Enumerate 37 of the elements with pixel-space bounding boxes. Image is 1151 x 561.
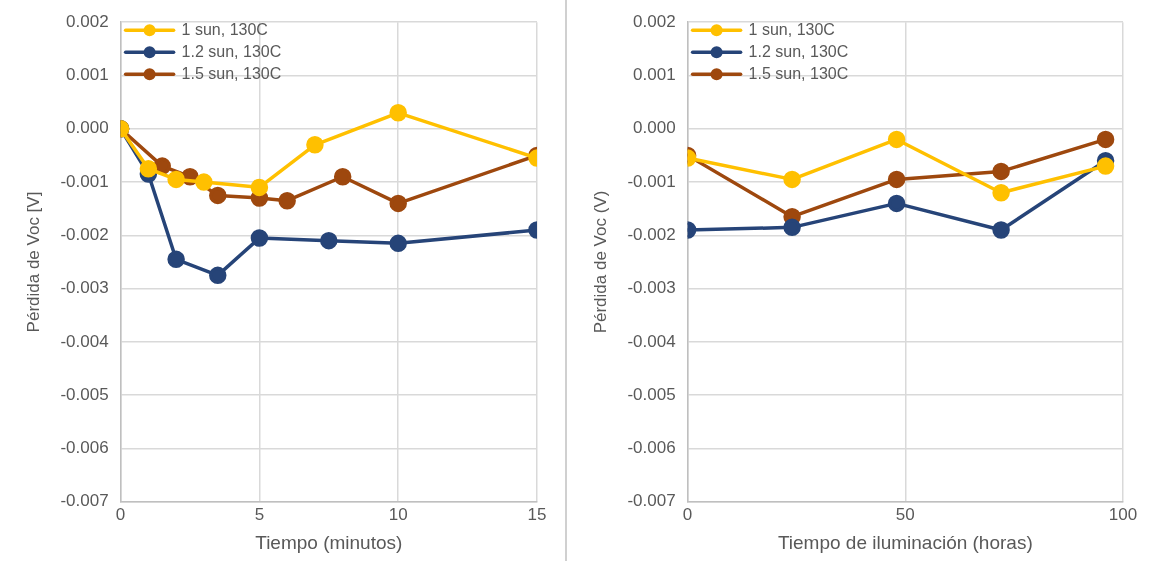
y-tick-label: -0.004 — [627, 331, 676, 351]
x-tick-label: 5 — [254, 504, 265, 524]
x-tick-label: 50 — [895, 504, 915, 524]
y-tick-label: -0.001 — [627, 171, 676, 191]
y-tick-label: -0.003 — [627, 278, 676, 298]
y-tick-label: -0.001 — [60, 171, 109, 191]
legend-label: 1.2 sun, 130C — [748, 42, 849, 60]
y-tick-label: -0.002 — [60, 225, 109, 245]
y-tick-label: -0.005 — [627, 384, 676, 404]
y-axis-title: Pérdida de Voc [V] — [23, 191, 43, 333]
y-tick-label: 0.000 — [66, 118, 109, 138]
y-tick-label: 0.001 — [633, 65, 676, 85]
x-tick-label: 0 — [115, 504, 126, 524]
x-axis-title: Tiempo de iluminación (horas) — [777, 531, 1033, 553]
x-tick-label: 15 — [527, 504, 547, 524]
y-tick-label: -0.007 — [60, 491, 109, 511]
y-axis-title: Pérdida de Voc (V) — [590, 190, 610, 334]
y-tick-label: 0.002 — [66, 11, 109, 31]
y-tick-label: -0.006 — [60, 438, 109, 458]
x-axis-title: Tiempo (minutos) — [255, 531, 403, 553]
x-tick-label: 10 — [388, 504, 408, 524]
y-tick-label: -0.005 — [60, 384, 109, 404]
x-tick-label: 100 — [1108, 504, 1138, 524]
y-tick-label: -0.004 — [60, 331, 109, 351]
y-tick-label: 0.001 — [66, 65, 109, 85]
y-tick-label: -0.006 — [627, 438, 676, 458]
x-tick-label: 0 — [682, 504, 693, 524]
y-tick-label: 0.002 — [633, 11, 676, 31]
legend-label: 1.5 sun, 130C — [748, 64, 849, 82]
legend-label: 1.5 sun, 130C — [181, 64, 282, 82]
y-tick-label: 0.000 — [633, 118, 676, 138]
y-tick-label: -0.002 — [627, 225, 676, 245]
y-tick-label: -0.007 — [627, 491, 676, 511]
legend-label: 1 sun, 130C — [181, 20, 268, 38]
legend-label: 1.2 sun, 130C — [181, 42, 282, 60]
legend-label: 1 sun, 130C — [748, 20, 835, 38]
y-tick-label: -0.003 — [60, 278, 109, 298]
